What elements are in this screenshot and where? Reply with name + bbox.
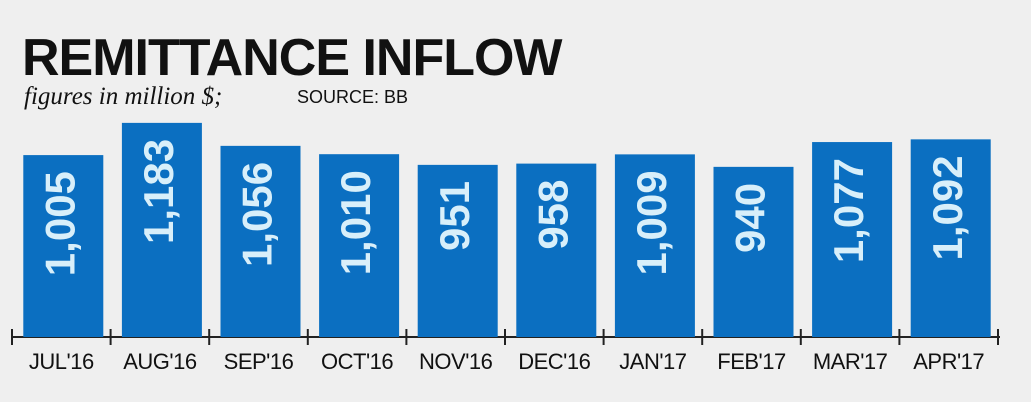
value-label: 951 [431, 181, 478, 251]
value-label: 1,009 [628, 170, 675, 275]
bar [220, 145, 301, 337]
x-tick-label: JAN'17 [619, 349, 686, 374]
value-label: 1,005 [36, 171, 83, 276]
x-tick-label: OCT'16 [321, 349, 393, 374]
chart-title: REMITTANCE INFLOW [22, 29, 563, 87]
value-label: 940 [727, 183, 774, 253]
x-tick-label: FEB'17 [717, 349, 786, 374]
bar [319, 154, 400, 337]
x-tick-label: MAR'17 [813, 349, 888, 374]
bar [812, 142, 893, 337]
x-tick-label: JUL'16 [29, 349, 94, 374]
x-tick-label: APR'17 [913, 349, 984, 374]
bar [23, 155, 104, 337]
chart-source: SOURCE: BB [297, 87, 408, 107]
bar [417, 164, 498, 337]
x-tick-label: DEC'16 [518, 349, 590, 374]
bar [121, 122, 202, 337]
x-tick-label: AUG'16 [123, 349, 197, 374]
bar [516, 163, 597, 337]
x-tick-label: NOV'16 [419, 349, 493, 374]
bar [713, 166, 794, 337]
value-label: 958 [529, 180, 576, 250]
x-tick-label: SEP'16 [224, 349, 294, 374]
bar [910, 139, 991, 337]
value-label: 1,092 [924, 155, 971, 260]
bar [614, 154, 695, 337]
value-label: 1,077 [825, 158, 872, 263]
value-label: 1,056 [234, 162, 281, 267]
chart-subtitle: figures in million $; [24, 83, 222, 110]
value-label: 1,183 [135, 139, 182, 244]
value-label: 1,010 [332, 170, 379, 275]
